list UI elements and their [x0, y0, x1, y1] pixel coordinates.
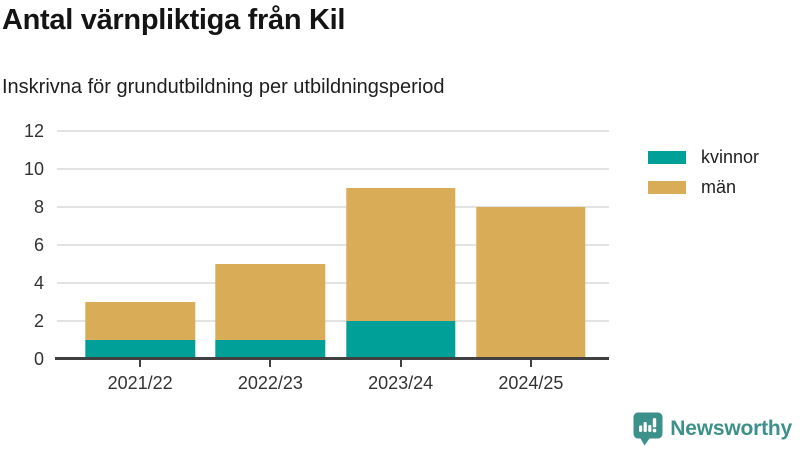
x-tick-mark: [139, 360, 142, 367]
x-axis: 2021/22 2022/23 2023/24 2024/25: [75, 360, 596, 394]
bar-segment-män-2024/25: [476, 207, 586, 359]
bar-segment-män-2023/24: [345, 188, 456, 322]
x-tick-mark: [529, 360, 532, 367]
x-category-2022/23: 2022/23: [205, 360, 335, 394]
x-tick-label: 2021/22: [107, 373, 173, 393]
gridline-8: [57, 206, 609, 209]
gridline-10: [57, 168, 609, 170]
x-tick-mark: [399, 360, 402, 367]
bar-segment-kvinnor-2023/24: [345, 321, 456, 359]
legend: kvinnor män: [648, 147, 759, 198]
chart-title: Antal värnpliktiga från Kil: [2, 4, 346, 36]
y-tick-label-2: 2: [33, 311, 44, 332]
gridline-4: [57, 282, 609, 285]
bar-group-2021/22: [75, 131, 205, 359]
bar-group-2024/25: [466, 131, 596, 359]
legend-label-man: män: [701, 177, 737, 197]
bar-group-2022/23: [205, 131, 335, 359]
plot-area: [55, 130, 609, 359]
bar-group-2023/24: [336, 131, 466, 359]
bar-segment-män-2022/23: [215, 264, 326, 341]
legend-item-man: män: [648, 177, 759, 198]
stacked-bar-2022/23: [215, 131, 326, 359]
x-tick-label: 2024/25: [498, 373, 564, 393]
x-category-2024/25: 2024/25: [466, 360, 596, 394]
x-tick-label: 2023/24: [368, 373, 434, 393]
legend-label-kvinnor: kvinnor: [701, 147, 760, 167]
y-tick-label-4: 4: [33, 273, 44, 294]
bars: [75, 131, 596, 359]
chart-subtitle: Inskrivna för grundutbildning per utbild…: [2, 76, 445, 98]
gridline-2: [57, 320, 609, 323]
x-tick-mark: [269, 360, 272, 367]
newsworthy-logo-icon: [633, 412, 663, 446]
x-category-2023/24: 2023/24: [336, 360, 466, 394]
x-axis-line: [55, 357, 609, 360]
stacked-bar-2021/22: [85, 131, 195, 359]
newsworthy-brand-link[interactable]: Newsworthy: [633, 412, 792, 446]
gridline-6: [57, 244, 609, 246]
x-category-2021/22: 2021/22: [75, 360, 205, 394]
gridline-12: [57, 130, 609, 132]
stacked-bar-2023/24: [345, 131, 456, 359]
y-tick-label-8: 8: [33, 197, 44, 218]
legend-item-kvinnor: kvinnor: [648, 147, 759, 168]
stacked-bar-2024/25: [476, 131, 586, 359]
bar-segment-kvinnor-2021/22: [85, 340, 195, 359]
legend-swatch-man: [648, 181, 686, 194]
x-tick-label: 2022/23: [237, 373, 303, 393]
y-tick-label-10: 10: [23, 159, 44, 179]
y-axis: 0 2 4 6 8 10 12: [0, 122, 44, 368]
y-tick-label-0: 0: [33, 349, 44, 369]
legend-swatch-kvinnor: [648, 151, 686, 164]
y-tick-label-12: 12: [23, 121, 44, 141]
y-tick-label-6: 6: [33, 235, 44, 255]
bar-segment-män-2021/22: [85, 302, 195, 341]
brand-name: Newsworthy: [670, 417, 792, 440]
bar-segment-kvinnor-2022/23: [215, 340, 326, 359]
